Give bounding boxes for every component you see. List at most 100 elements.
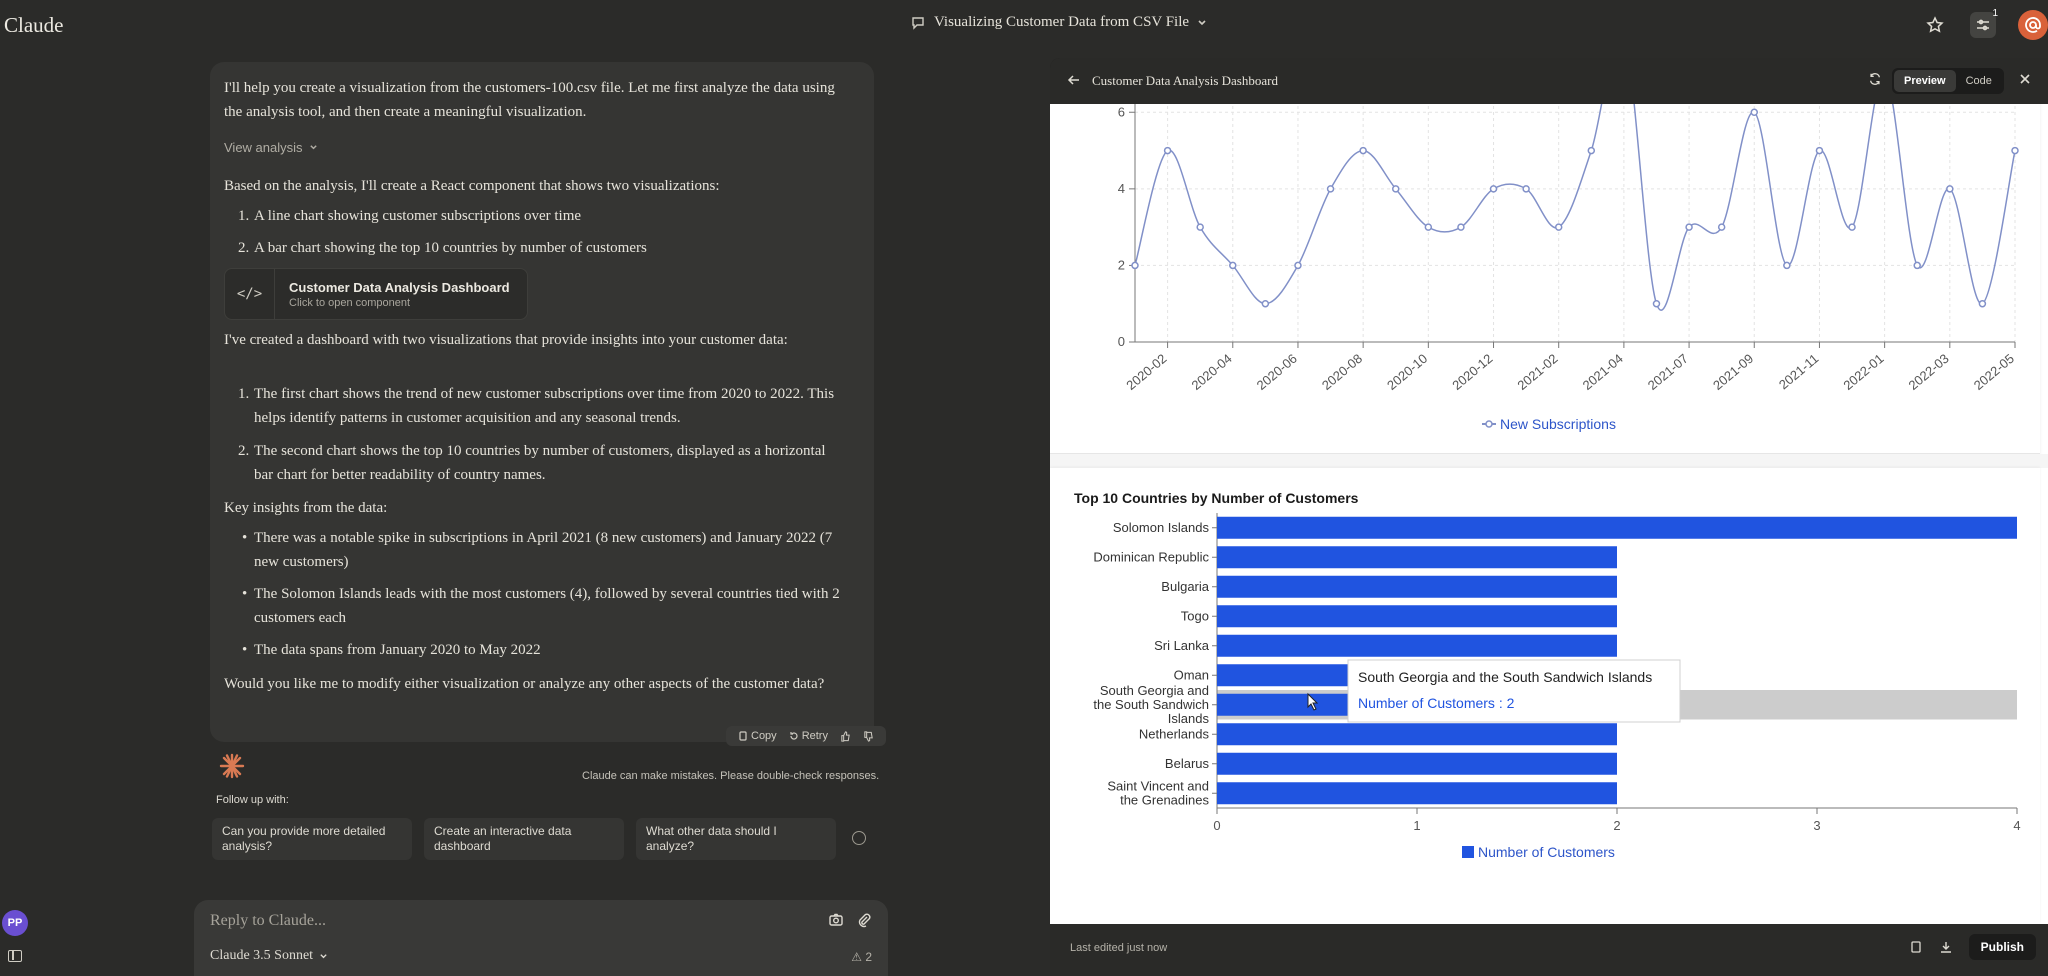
category-label: Saint Vincent and [1107, 778, 1209, 793]
sliders-icon [1977, 19, 1989, 31]
reply-composer: Claude 3.5 Sonnet ⚠ 2 [194, 900, 888, 976]
bar [1217, 605, 1617, 628]
code-tab[interactable]: Code [1965, 75, 1992, 87]
category-label: Oman [1174, 667, 1209, 682]
y-tick-label: 6 [1118, 104, 1125, 119]
copy-button[interactable]: Copy [734, 730, 781, 742]
data-point [1652, 299, 1661, 308]
data-point [1913, 261, 1921, 270]
refresh-icon[interactable] [1868, 72, 1882, 86]
list-item: 1. A line chart showing customer subscrip… [238, 208, 582, 224]
line-chart-card: 0 2 4 6 2020-02 2020-04 2020-06 2020-08 2020-10 2… [1050, 104, 2040, 454]
bar-chart: Solomon Islands Dominican Republic Bulgari… [1093, 513, 2021, 860]
x-tick-label: 2020-08 [1319, 351, 1365, 393]
camera-icon[interactable] [828, 912, 844, 928]
list-item: 2. A bar chart showing the top 10 countri… [238, 240, 647, 256]
followup-suggestion[interactable]: Create an interactive data dashboard [424, 818, 624, 860]
data-point [1815, 146, 1824, 155]
x-tick-label: 2 [1613, 818, 1620, 833]
tooltip-value: Number of Customers : 2 [1358, 695, 1515, 711]
tooltip-title: South Georgia and the South Sandwich Isl… [1358, 669, 1652, 685]
data-point [1554, 223, 1563, 231]
bar [1217, 516, 2017, 539]
x-tick-label: 2021-07 [1645, 351, 1691, 393]
reply-input[interactable] [210, 912, 770, 930]
data-point [2011, 146, 2019, 155]
tooltip: South Georgia and the South Sandwich Isl… [1347, 659, 1681, 723]
x-tick-label: 0 [1213, 818, 1220, 833]
followup-suggestion[interactable]: Can you provide more detailed analysis? [212, 818, 412, 860]
thumbs-down-button[interactable] [859, 730, 878, 742]
user-avatar[interactable]: PP [2, 910, 28, 936]
bar [1217, 723, 1617, 746]
project-count[interactable]: ⚠ 2 [851, 950, 872, 964]
thumbs-down-icon [864, 730, 873, 742]
data-point [1261, 299, 1270, 308]
thumbs-up-button[interactable] [836, 730, 855, 742]
retry-button[interactable]: Retry [785, 730, 832, 742]
chat-title-button[interactable]: Visualizing Customer Data from CSV File [910, 14, 1207, 31]
bar [1217, 782, 1617, 805]
x-tick-label: 1 [1413, 818, 1420, 833]
category-label: Islands [1168, 711, 1210, 726]
line-chart: 0 2 4 6 2020-02 2020-04 2020-06 2020-08 2020-10 2… [1118, 104, 2019, 432]
chat-title: Visualizing Customer Data from CSV File [934, 14, 1190, 30]
x-tick-label: 2020-04 [1189, 351, 1235, 393]
data-point [1946, 185, 1954, 193]
followup-suggestion[interactable]: What other data should I analyze? [636, 818, 836, 860]
settings-toggle-button[interactable]: 1 [1970, 8, 1998, 38]
x-tick-label: 2022-05 [1971, 351, 2017, 393]
copy-icon[interactable] [1909, 940, 1923, 954]
download-icon[interactable] [1939, 940, 1953, 954]
legend-swatch [1462, 846, 1474, 858]
brand-logo[interactable]: Claude [4, 13, 64, 37]
data-point [1163, 146, 1172, 155]
account-avatar[interactable] [2018, 10, 2048, 40]
followup-label: Follow up with: [216, 794, 289, 806]
x-tick-label: 3 [1813, 818, 1820, 833]
y-tick-label: 4 [1118, 181, 1125, 196]
data-point [1783, 261, 1791, 270]
bar-chart-card: Top 10 Countries by Number of Customers … [1050, 468, 2040, 924]
close-icon[interactable] [2018, 72, 2032, 86]
category-label: Sri Lanka [1154, 638, 1210, 653]
sidebar-toggle-icon[interactable] [8, 950, 22, 962]
view-analysis-toggle[interactable]: View analysis [224, 140, 318, 155]
data-point [1489, 185, 1498, 193]
back-arrow-icon[interactable] [1066, 72, 1082, 88]
category-label: Solomon Islands [1113, 520, 1210, 535]
data-point [1750, 108, 1759, 117]
data-point [1294, 261, 1302, 270]
legend-marker [1485, 420, 1493, 428]
model-selector[interactable]: Claude 3.5 Sonnet [210, 948, 328, 964]
model-name: Claude 3.5 Sonnet [210, 948, 314, 963]
publish-button[interactable]: Publish [1968, 934, 2036, 960]
chevron-down-icon [1198, 19, 1206, 25]
star-button[interactable] [1922, 12, 1948, 38]
x-tick-label: 2022-01 [1840, 351, 1886, 393]
list-item: 1. The first chart shows the trend of new… [238, 386, 835, 426]
copy-icon [739, 731, 747, 741]
data-point [1359, 146, 1367, 155]
legend-label: Number of Customers [1478, 844, 1615, 860]
bar [1217, 752, 1617, 775]
top-bar: Claude Visualizing Customer Data from CS… [0, 0, 2048, 50]
top-actions: 1 [1922, 8, 2048, 40]
data-point [1326, 185, 1335, 193]
tooltip-box [1347, 659, 1681, 723]
data-point [1522, 185, 1530, 193]
message-intro: I'll help you create a visualization fro… [224, 80, 835, 120]
chevron-down-icon [320, 953, 327, 958]
more-suggestions-icon[interactable] [852, 831, 866, 845]
data-point [1424, 223, 1433, 231]
category-label: Dominican Republic [1093, 549, 1209, 564]
preview-tab[interactable]: Preview [1894, 70, 1956, 92]
disclaimer: Claude can make mistakes. Please double-… [582, 770, 880, 782]
artifact-footer: Last edited just now Publish [1050, 924, 2048, 976]
insights-list: • There was a notable spike in subscripti… [224, 526, 844, 670]
at-icon [2025, 17, 2041, 33]
paperclip-icon[interactable] [856, 912, 872, 928]
code-icon: </> [225, 269, 275, 319]
artifact-card[interactable]: </> Customer Data Analysis Dashboard Cli… [224, 268, 528, 320]
data-point [1717, 223, 1726, 231]
